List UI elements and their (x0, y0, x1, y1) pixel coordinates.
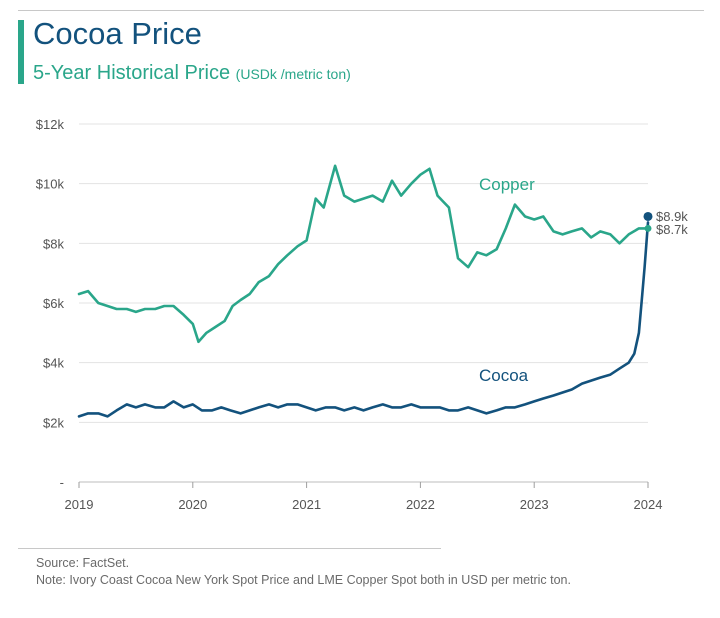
line-chart: - $2k $4k $6k $8k $10k $12k 2019 2020 2021 2022 202… (36, 117, 689, 512)
subtitle-unit: (USDk /metric ton) (235, 66, 351, 82)
y-tick-label: $4k (43, 356, 64, 371)
page-subtitle: 5-Year Historical Price (USDk /metric to… (33, 62, 351, 85)
x-tick-label: 2024 (634, 497, 663, 512)
copper-end-marker (644, 224, 652, 232)
y-tick-label: $6k (43, 296, 64, 311)
x-tick-label: 2020 (178, 497, 207, 512)
y-tick-label: - (60, 475, 64, 490)
x-tick-label: 2023 (520, 497, 549, 512)
copper-series-label: Copper (479, 175, 535, 194)
x-tick-label: 2019 (65, 497, 94, 512)
y-tick-label: $8k (43, 236, 64, 251)
source-text: Source: FactSet. (36, 556, 130, 570)
copper-end-value-label: $8.7k (656, 222, 688, 237)
cocoa-series-label: Cocoa (479, 366, 529, 385)
subtitle-text: 5-Year Historical Price (33, 62, 231, 84)
series-line-cocoa (77, 221, 650, 418)
y-tick-label: $2k (43, 415, 64, 430)
y-tick-label: $12k (36, 117, 65, 132)
x-tick-label: 2022 (406, 497, 435, 512)
top-rule (18, 10, 704, 11)
cocoa-end-marker (643, 211, 653, 221)
series-line-copper (77, 164, 650, 344)
title-accent-bar (18, 20, 24, 84)
footer-rule (18, 548, 441, 549)
y-tick-label: $10k (36, 177, 65, 192)
note-text: Note: Ivory Coast Cocoa New York Spot Pr… (36, 573, 571, 587)
cocoa-end-value-label: $8.9k (656, 209, 688, 224)
x-tick-label: 2021 (292, 497, 321, 512)
page-title: Cocoa Price (33, 16, 202, 51)
